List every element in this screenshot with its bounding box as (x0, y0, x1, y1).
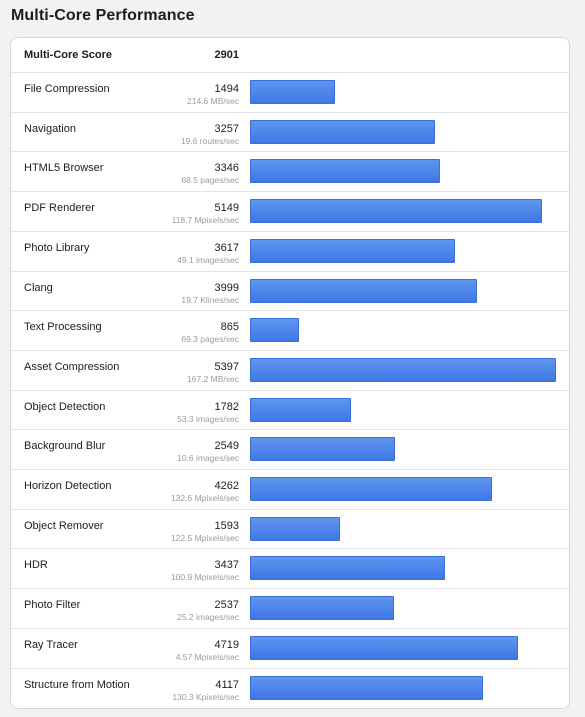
benchmark-rate: 19.7 Klines/sec (181, 294, 239, 305)
summary-score: 2901 (214, 49, 239, 61)
benchmark-bar (250, 80, 335, 104)
benchmark-score: 3617 (214, 241, 239, 254)
benchmark-rate: 19.6 routes/sec (180, 135, 239, 146)
benchmark-bar (250, 635, 518, 660)
benchmark-name: Object Remover (24, 519, 104, 532)
benchmark-rate: 132.6 Mpixels/sec (170, 493, 239, 503)
summary-label: Multi-Core Score (24, 49, 113, 61)
benchmark-bar (250, 278, 477, 303)
benchmark-name: Clang (24, 281, 53, 294)
benchmark-rate: 122.5 Mpixels/sec (170, 532, 239, 543)
benchmark-name: Asset Compression (24, 360, 120, 373)
benchmark-row: Structure from Motion 4117 130.3 Kpixels/s… (11, 667, 569, 708)
benchmark-score: 3999 (214, 281, 239, 294)
results-card: Multi-Core Score 2901 File Compression 14… (10, 37, 570, 709)
benchmark-row: Horizon Detection 4262 132.6 Mpixels/sec (11, 469, 569, 509)
benchmark-rate: 167.2 MB/sec (187, 373, 239, 384)
benchmark-bar (250, 556, 445, 581)
benchmark-bar (250, 119, 435, 144)
benchmark-name: PDF Renderer (24, 202, 95, 215)
benchmark-bar (250, 318, 299, 343)
benchmark-rate: 214.6 MB/sec (187, 96, 239, 106)
benchmark-name: HTML5 Browser (24, 162, 104, 175)
benchmark-row: Object Remover 1593 122.5 Mpixels/sec (11, 508, 569, 549)
benchmark-name: Structure from Motion (24, 678, 130, 691)
benchmark-rate: 130.3 Kpixels/sec (172, 691, 239, 702)
page-title: Multi-Core Performance (11, 7, 195, 24)
benchmark-row: HDR 3437 100.9 Mpixels/sec (11, 548, 569, 588)
benchmark-name: Photo Library (24, 241, 90, 254)
benchmark-bar (250, 199, 542, 224)
benchmark-bar (250, 159, 440, 184)
benchmark-name: Ray Tracer (24, 638, 78, 651)
benchmark-row: Text Processing 865 69.3 pages/sec (11, 310, 569, 350)
benchmark-rate: 100.9 Mpixels/sec (170, 572, 239, 583)
benchmark-name: Background Blur (24, 440, 106, 453)
benchmark-row: Asset Compression 5397 167.2 MB/sec (11, 349, 569, 390)
benchmark-bar (250, 516, 340, 541)
benchmark-row: Navigation 3257 19.6 routes/sec (11, 111, 569, 152)
benchmark-rate: 4.57 Mpixels/sec (175, 651, 239, 662)
benchmark-bar (250, 437, 395, 462)
benchmark-score: 3257 (214, 122, 239, 135)
benchmark-bar (250, 397, 351, 422)
benchmark-row: Ray Tracer 4719 4.57 Mpixels/sec (11, 627, 569, 668)
benchmark-bar (250, 596, 394, 621)
benchmark-rate: 118.7 Mpixels/sec (171, 215, 239, 226)
benchmark-row: File Compression 1494 214.6 MB/sec (11, 72, 569, 112)
benchmark-bar (250, 477, 492, 501)
benchmark-name: Navigation (24, 122, 76, 135)
benchmark-score: 1494 (214, 83, 239, 95)
benchmark-rate: 68.5 pages/sec (181, 175, 239, 186)
benchmark-row: Photo Library 3617 49.1 images/sec (11, 230, 569, 271)
benchmark-name: Horizon Detection (24, 480, 112, 492)
benchmark-score: 865 (220, 321, 239, 334)
benchmark-row: Object Detection 1782 53.3 images/sec (11, 389, 569, 430)
benchmark-score: 4719 (214, 638, 239, 651)
benchmark-name: File Compression (24, 83, 110, 95)
benchmark-score: 2549 (214, 440, 239, 453)
benchmark-score: 2537 (214, 599, 239, 612)
benchmark-rate: 10.6 images/sec (177, 453, 239, 464)
benchmark-name: HDR (24, 559, 48, 572)
benchmark-score: 3346 (214, 162, 239, 175)
benchmark-row: Photo Filter 2537 25.2 images/sec (11, 588, 569, 628)
benchmark-score: 1782 (214, 400, 239, 413)
benchmark-name: Object Detection (24, 400, 106, 413)
benchmark-bar (250, 238, 455, 263)
benchmark-name: Text Processing (24, 321, 102, 334)
benchmark-score: 3437 (214, 559, 239, 572)
benchmark-rate: 25.2 images/sec (177, 612, 239, 623)
benchmark-score: 5149 (214, 202, 239, 215)
benchmark-name: Photo Filter (24, 599, 81, 612)
benchmark-score: 5397 (214, 360, 239, 373)
benchmark-row: HTML5 Browser 3346 68.5 pages/sec (11, 151, 569, 191)
benchmark-row: PDF Renderer 5149 118.7 Mpixels/sec (11, 191, 569, 231)
benchmark-rate: 49.1 images/sec (177, 254, 239, 265)
summary-row: Multi-Core Score 2901 (11, 38, 569, 72)
benchmark-rate: 69.3 pages/sec (181, 334, 239, 345)
benchmark-score: 1593 (214, 519, 239, 532)
benchmark-rate: 53.3 images/sec (177, 413, 239, 424)
benchmark-row: Clang 3999 19.7 Klines/sec (11, 270, 569, 311)
benchmark-score: 4262 (214, 480, 239, 492)
benchmark-bar (250, 675, 483, 700)
benchmark-row: Background Blur 2549 10.6 images/sec (11, 429, 569, 469)
benchmark-score: 4117 (215, 678, 239, 691)
benchmark-bar (250, 357, 556, 382)
